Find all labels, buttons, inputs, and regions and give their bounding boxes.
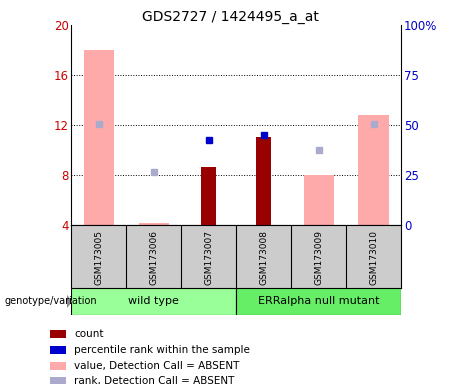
Text: GSM173009: GSM173009 <box>314 230 323 285</box>
Bar <box>256 137 272 225</box>
Text: rank, Detection Call = ABSENT: rank, Detection Call = ABSENT <box>75 376 235 384</box>
Text: wild type: wild type <box>129 296 179 306</box>
Text: GSM173007: GSM173007 <box>204 230 213 285</box>
Text: GSM173006: GSM173006 <box>149 230 159 285</box>
Bar <box>303 175 334 225</box>
Polygon shape <box>67 295 72 308</box>
Text: count: count <box>75 329 104 339</box>
Text: percentile rank within the sample: percentile rank within the sample <box>75 345 250 355</box>
Text: GSM173008: GSM173008 <box>259 230 268 285</box>
Bar <box>84 50 114 225</box>
Text: GSM173005: GSM173005 <box>95 230 103 285</box>
Bar <box>50 330 66 338</box>
Bar <box>236 288 401 315</box>
Text: ERRalpha null mutant: ERRalpha null mutant <box>258 296 379 306</box>
Bar <box>359 115 389 225</box>
Bar <box>50 377 66 384</box>
Bar <box>50 346 66 354</box>
Text: GDS2727 / 1424495_a_at: GDS2727 / 1424495_a_at <box>142 10 319 23</box>
Bar <box>201 167 217 225</box>
Text: GSM173010: GSM173010 <box>369 230 378 285</box>
Bar <box>71 288 236 315</box>
Bar <box>139 223 169 225</box>
Bar <box>50 362 66 369</box>
Text: genotype/variation: genotype/variation <box>5 296 97 306</box>
Text: value, Detection Call = ABSENT: value, Detection Call = ABSENT <box>75 361 240 371</box>
